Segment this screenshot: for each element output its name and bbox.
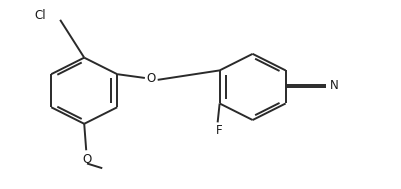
Text: O: O — [147, 72, 156, 85]
Text: O: O — [82, 153, 92, 166]
Text: F: F — [215, 124, 222, 137]
Text: Cl: Cl — [34, 9, 46, 22]
Text: N: N — [330, 79, 339, 92]
